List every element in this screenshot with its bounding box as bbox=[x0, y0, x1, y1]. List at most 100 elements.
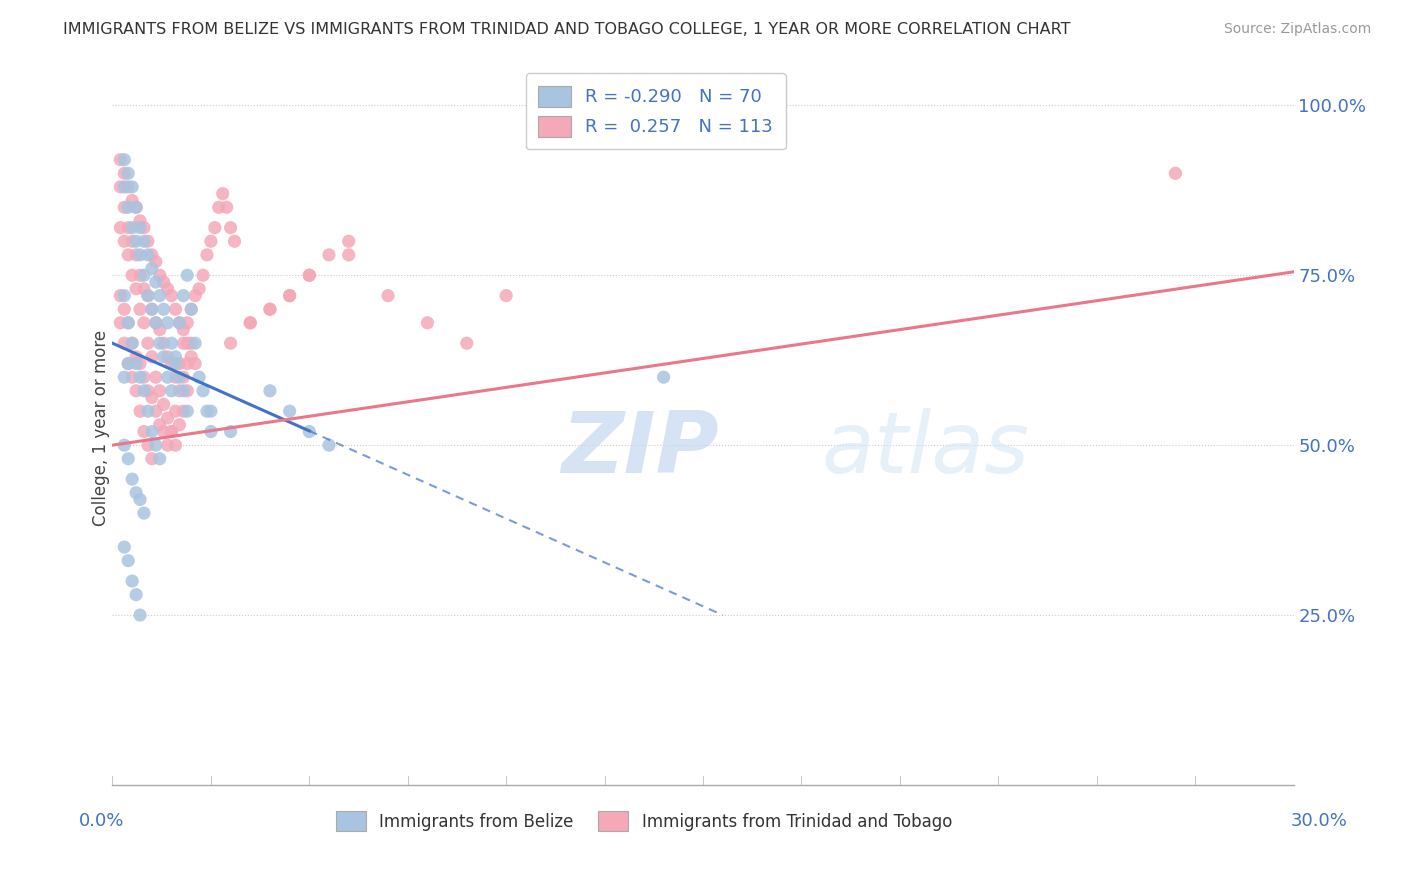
Point bbox=[121, 574, 143, 588]
Point bbox=[121, 220, 143, 235]
Point bbox=[129, 214, 152, 228]
Point bbox=[112, 153, 135, 167]
Point bbox=[176, 268, 198, 283]
Point bbox=[145, 316, 167, 330]
Point bbox=[129, 268, 152, 283]
Point bbox=[117, 316, 139, 330]
Point bbox=[165, 350, 187, 364]
Point bbox=[125, 200, 148, 214]
Point bbox=[149, 323, 172, 337]
Point bbox=[1164, 166, 1187, 180]
Point bbox=[125, 485, 148, 500]
Point bbox=[125, 234, 148, 248]
Point bbox=[136, 288, 159, 302]
Point bbox=[125, 384, 148, 398]
Point bbox=[191, 268, 214, 283]
Point bbox=[132, 220, 155, 235]
Point bbox=[125, 282, 148, 296]
Point bbox=[117, 200, 139, 214]
Point bbox=[318, 248, 340, 262]
Point bbox=[259, 302, 281, 317]
Point bbox=[176, 357, 198, 371]
Point bbox=[180, 350, 202, 364]
Point bbox=[169, 316, 191, 330]
Point bbox=[184, 288, 207, 302]
Point bbox=[145, 316, 167, 330]
Point bbox=[165, 404, 187, 418]
Point bbox=[184, 357, 207, 371]
Point bbox=[129, 302, 152, 317]
Point bbox=[125, 248, 148, 262]
Point bbox=[145, 254, 167, 268]
Point bbox=[141, 350, 163, 364]
Point bbox=[495, 288, 517, 302]
Point bbox=[156, 370, 179, 384]
Point bbox=[224, 234, 246, 248]
Point bbox=[136, 438, 159, 452]
Point bbox=[129, 404, 152, 418]
Point bbox=[136, 336, 159, 351]
Point bbox=[132, 234, 155, 248]
Point bbox=[145, 404, 167, 418]
Text: 30.0%: 30.0% bbox=[1291, 812, 1347, 830]
Point bbox=[112, 180, 135, 194]
Point bbox=[195, 248, 218, 262]
Point bbox=[110, 153, 132, 167]
Point bbox=[117, 357, 139, 371]
Point bbox=[149, 336, 172, 351]
Text: IMMIGRANTS FROM BELIZE VS IMMIGRANTS FROM TRINIDAD AND TOBAGO COLLEGE, 1 YEAR OR: IMMIGRANTS FROM BELIZE VS IMMIGRANTS FRO… bbox=[63, 22, 1071, 37]
Point bbox=[110, 180, 132, 194]
Point bbox=[129, 248, 152, 262]
Point bbox=[172, 404, 194, 418]
Point bbox=[132, 384, 155, 398]
Point bbox=[215, 200, 238, 214]
Point bbox=[132, 316, 155, 330]
Point bbox=[132, 425, 155, 439]
Point bbox=[169, 370, 191, 384]
Point bbox=[259, 384, 281, 398]
Point bbox=[149, 288, 172, 302]
Point bbox=[141, 451, 163, 466]
Point bbox=[117, 554, 139, 568]
Point bbox=[117, 220, 139, 235]
Point bbox=[149, 384, 172, 398]
Point bbox=[188, 282, 211, 296]
Point bbox=[125, 200, 148, 214]
Point bbox=[652, 370, 675, 384]
Point bbox=[169, 316, 191, 330]
Point bbox=[121, 268, 143, 283]
Point bbox=[121, 336, 143, 351]
Point bbox=[152, 425, 174, 439]
Text: ZIP: ZIP bbox=[561, 408, 718, 491]
Point bbox=[219, 425, 242, 439]
Point bbox=[132, 506, 155, 520]
Point bbox=[145, 438, 167, 452]
Point bbox=[136, 248, 159, 262]
Point bbox=[278, 288, 301, 302]
Point bbox=[156, 350, 179, 364]
Point bbox=[129, 220, 152, 235]
Point bbox=[149, 417, 172, 432]
Point bbox=[337, 234, 360, 248]
Point bbox=[117, 451, 139, 466]
Point bbox=[149, 268, 172, 283]
Point bbox=[200, 234, 222, 248]
Point bbox=[200, 404, 222, 418]
Point bbox=[200, 425, 222, 439]
Y-axis label: College, 1 year or more: College, 1 year or more bbox=[93, 330, 110, 526]
Point bbox=[160, 288, 183, 302]
Point bbox=[416, 316, 439, 330]
Point bbox=[191, 384, 214, 398]
Point bbox=[152, 302, 174, 317]
Point bbox=[278, 288, 301, 302]
Point bbox=[180, 302, 202, 317]
Point bbox=[125, 350, 148, 364]
Point bbox=[456, 336, 478, 351]
Point bbox=[132, 370, 155, 384]
Point bbox=[239, 316, 262, 330]
Point bbox=[172, 323, 194, 337]
Point bbox=[110, 288, 132, 302]
Point bbox=[152, 336, 174, 351]
Point bbox=[141, 248, 163, 262]
Text: atlas: atlas bbox=[821, 408, 1029, 491]
